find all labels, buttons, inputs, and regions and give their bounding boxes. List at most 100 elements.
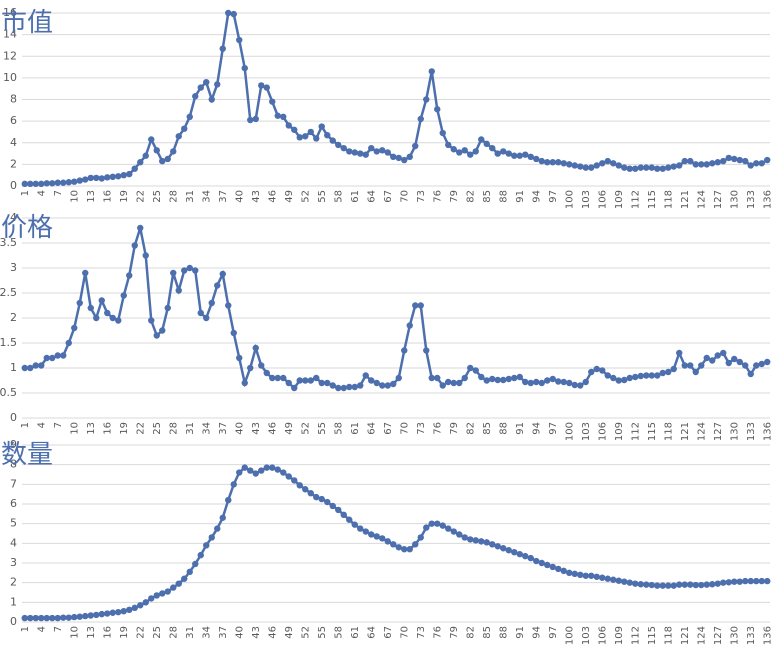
- data-point: [670, 365, 677, 373]
- data-point: [670, 163, 677, 170]
- x-tick-label: 97: [548, 626, 559, 639]
- data-point: [588, 164, 595, 171]
- x-tick-label: 37: [218, 626, 229, 639]
- data-point: [500, 376, 507, 384]
- data-point: [225, 496, 232, 504]
- data-point: [560, 567, 567, 575]
- data-point: [186, 568, 193, 576]
- data-point: [665, 368, 672, 376]
- data-point: [698, 362, 705, 369]
- data-point: [368, 144, 375, 152]
- data-point: [307, 377, 314, 384]
- data-point: [307, 128, 314, 136]
- data-point: [483, 140, 490, 148]
- data-point: [527, 379, 534, 387]
- x-tick-label: 43: [251, 626, 262, 639]
- data-point: [379, 382, 386, 389]
- x-tick-label: 22: [135, 422, 146, 435]
- data-point: [60, 179, 67, 186]
- data-point: [582, 572, 589, 579]
- x-tick-label: 97: [548, 190, 559, 203]
- data-point: [346, 516, 353, 523]
- data-point: [406, 153, 413, 161]
- data-point: [49, 614, 56, 622]
- data-point: [549, 375, 556, 383]
- data-point: [445, 525, 452, 532]
- x-tick-label: 4: [36, 190, 47, 196]
- chart-title: 价格: [1, 213, 53, 243]
- data-point: [351, 149, 358, 156]
- x-tick-label: 109: [614, 190, 625, 209]
- y-tick-label: 0: [10, 411, 17, 424]
- data-point: [71, 324, 78, 332]
- data-point: [538, 379, 545, 387]
- data-point: [692, 161, 699, 168]
- data-point: [742, 157, 749, 165]
- data-point: [104, 174, 111, 181]
- data-point: [109, 173, 116, 181]
- data-point: [247, 116, 254, 124]
- x-tick-label: 118: [663, 190, 674, 209]
- data-point: [241, 464, 248, 471]
- x-tick-label: 37: [218, 422, 229, 435]
- data-point: [522, 151, 529, 158]
- data-point: [472, 148, 479, 155]
- data-point: [296, 482, 303, 489]
- x-tick-label: 49: [284, 626, 295, 639]
- data-point: [714, 159, 721, 166]
- data-point: [544, 561, 551, 569]
- data-point: [38, 614, 45, 622]
- data-point: [434, 520, 441, 527]
- x-tick-label: 73: [416, 626, 427, 639]
- data-point: [742, 577, 749, 585]
- data-point: [291, 477, 298, 484]
- x-tick-label: 76: [432, 626, 443, 639]
- data-point: [263, 369, 270, 377]
- data-point: [714, 580, 721, 587]
- data-point: [142, 252, 149, 259]
- x-tick-label: 55: [317, 626, 328, 639]
- x-tick-label: 91: [515, 626, 526, 639]
- data-point: [153, 592, 160, 599]
- data-point: [758, 360, 765, 368]
- data-point: [681, 362, 688, 369]
- data-point: [27, 364, 34, 372]
- data-point: [577, 163, 584, 170]
- y-tick-label: 6: [10, 114, 17, 127]
- x-tick-label: 67: [383, 422, 394, 435]
- x-tick-label: 133: [746, 422, 757, 441]
- x-tick-label: 112: [630, 422, 641, 441]
- data-point: [368, 531, 375, 538]
- data-point: [373, 533, 380, 540]
- x-tick-label: 52: [300, 626, 311, 639]
- data-point: [197, 551, 204, 559]
- y-tick-label: 4: [10, 136, 17, 149]
- data-point: [82, 269, 89, 277]
- x-tick-label: 76: [432, 190, 443, 203]
- data-point: [148, 136, 155, 143]
- data-point: [137, 224, 144, 232]
- x-tick-label: 19: [119, 190, 130, 203]
- data-point: [676, 581, 683, 588]
- x-tick-label: 127: [713, 422, 724, 441]
- x-tick-label: 70: [399, 190, 410, 203]
- data-point: [511, 548, 518, 556]
- data-point: [599, 160, 606, 167]
- data-point: [478, 136, 485, 143]
- data-point: [379, 147, 386, 154]
- x-tick-label: 85: [482, 190, 493, 203]
- data-point: [648, 581, 655, 589]
- data-point: [417, 115, 424, 123]
- data-point: [126, 606, 133, 614]
- x-tick-label: 100: [564, 190, 575, 209]
- data-point: [318, 123, 325, 130]
- x-tick-label: 46: [267, 190, 278, 203]
- data-point: [687, 157, 694, 165]
- data-point: [533, 155, 540, 163]
- data-point: [192, 560, 199, 568]
- y-tick-label: 0.5: [0, 386, 17, 399]
- data-point: [643, 164, 650, 171]
- x-tick-label: 22: [135, 626, 146, 639]
- y-tick-label: 14: [3, 28, 17, 41]
- x-tick-label: 124: [696, 626, 707, 645]
